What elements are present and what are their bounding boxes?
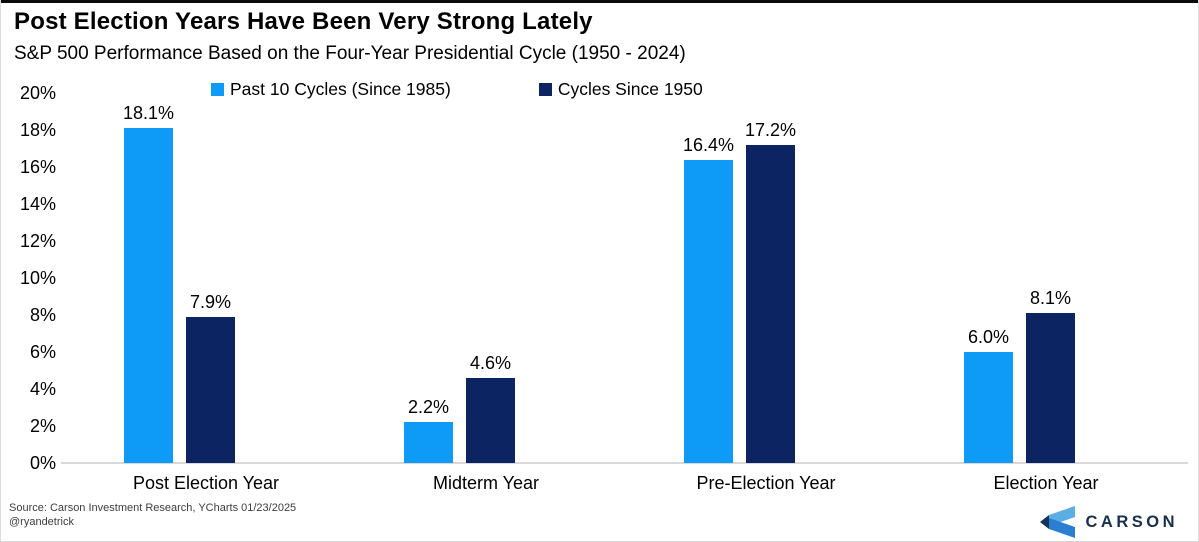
carson-logo-text: CARSON [1085, 512, 1178, 531]
bar-value-label: 2.2% [407, 397, 450, 418]
bar-since-1950 [1026, 313, 1075, 463]
carson-chevron-icon [1040, 506, 1076, 538]
y-axis-tick: 18% [19, 120, 56, 140]
bar-value-label: 18.1% [122, 103, 175, 124]
category-label: Post Election Year [132, 473, 280, 493]
bar-recent-cycles [404, 422, 453, 463]
y-axis-tick: 16% [19, 157, 56, 177]
legend: Past 10 Cycles (Since 1985) Cycles Since … [211, 79, 703, 100]
legend-swatch [211, 83, 224, 96]
top-border-rule [1, 0, 1198, 3]
legend-label: Cycles Since 1950 [557, 79, 703, 99]
y-axis-tick: 2% [29, 416, 56, 436]
source-line-2: @ryandetrick [9, 516, 74, 528]
y-axis-tick: 6% [29, 342, 56, 362]
source-note: Source: Carson Investment Research, YCha… [9, 501, 296, 529]
legend-label: Past 10 Cycles (Since 1985) [230, 79, 451, 99]
y-axis-tick: 12% [19, 231, 56, 251]
category-label: Midterm Year [432, 473, 540, 493]
legend-item: Past 10 Cycles (Since 1985) [211, 79, 451, 100]
bar-recent-cycles [684, 159, 733, 463]
bar-since-1950 [746, 144, 795, 463]
bar-recent-cycles [964, 352, 1013, 463]
bar-since-1950 [466, 377, 515, 463]
bar-since-1950 [186, 316, 235, 463]
chart-title: Post Election Years Have Been Very Stron… [14, 8, 593, 35]
bar-recent-cycles [124, 128, 173, 463]
legend-item: Cycles Since 1950 [538, 79, 703, 100]
x-axis-baseline [61, 462, 1188, 464]
bar-value-label: 7.9% [189, 291, 232, 312]
bar-value-label: 17.2% [744, 119, 797, 140]
bar-value-label: 6.0% [967, 327, 1010, 347]
bar-value-label: 16.4% [682, 134, 735, 155]
y-axis-tick: 4% [29, 379, 56, 399]
y-axis-tick: 10% [19, 268, 56, 288]
y-axis-tick: 14% [19, 194, 56, 214]
legend-swatch [538, 83, 552, 96]
chart-subtitle: S&P 500 Performance Based on the Four-Ye… [14, 43, 686, 64]
y-axis-tick: 20% [19, 83, 56, 103]
source-line-1: Source: Carson Investment Research, YCha… [9, 502, 297, 514]
category-label: Election Year [993, 473, 1099, 493]
carson-logo: CARSON [1039, 506, 1178, 538]
category-label: Pre-Election Year [696, 473, 836, 493]
bar-value-label: 4.6% [469, 352, 512, 373]
y-axis-tick: 0% [29, 453, 56, 473]
bar-value-label: 8.1% [1029, 288, 1072, 309]
y-axis-tick: 8% [29, 305, 56, 325]
